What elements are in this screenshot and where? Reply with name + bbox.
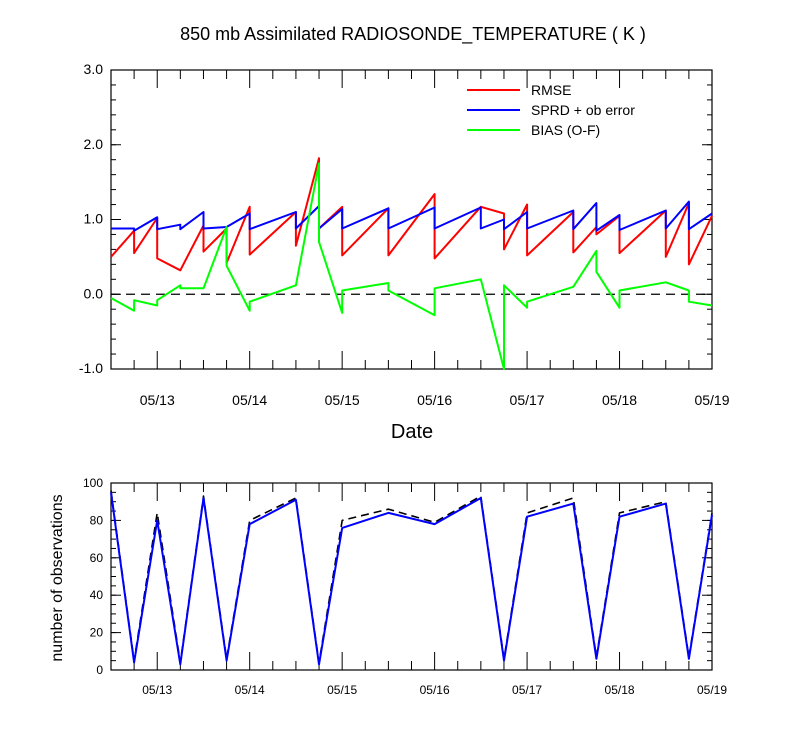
y-tick-label: 0.0 [84,285,104,301]
x-tick-label: 05/13 [140,392,175,408]
x-tick-label: 05/18 [602,392,637,408]
series-line-1 [111,200,713,232]
series-line-1 [110,492,713,666]
x-tick-label: 05/16 [420,683,450,697]
x-tick-label: 05/15 [327,683,357,697]
y-tick-label: 100 [83,476,103,490]
x-tick-label: 05/19 [694,392,729,408]
series-line-0 [110,157,713,272]
x-tick-label: 05/14 [232,392,267,408]
bottom-chart: 0 20 40 60 80 100 05/13 05/14 05/15 05/16 05/17 05/… [49,476,727,697]
y-tick-label: 0 [96,663,103,677]
y-tick-label: 20 [90,626,104,640]
x-tick-label: 05/17 [510,392,545,408]
legend-label-1: SPRD + ob error [531,102,635,118]
x-tick-label: 05/13 [142,683,172,697]
y-tick-label: -1.0 [79,360,103,376]
x-tick-label: 05/14 [235,683,265,697]
y-tick-label: 60 [90,551,104,565]
y-tick-label: 80 [90,513,104,527]
chart-title: 850 mb Assimilated RADIOSONDE_TEMPERATUR… [180,24,646,45]
legend-label-0: RMSE [531,82,571,98]
y-tick-label: 3.0 [84,61,104,77]
top-chart: -1.0 0.0 1.0 2.0 3.0 05/13 05/14 05/15 05/16 05/1… [79,61,730,443]
x-tick-label: 05/16 [417,392,452,408]
y-tick-label: 40 [90,588,104,602]
legend-label-2: BIAS (O-F) [531,122,600,138]
x-axis-label: Date [391,421,433,443]
y-tick-label: 2.0 [84,136,104,152]
series-line-2 [110,162,713,370]
legend: RMSE SPRD + ob error BIAS (O-F) [467,82,635,138]
y-axis-label: number of observations [49,494,66,661]
y-tick-label: 1.0 [84,211,104,227]
x-tick-label: 05/15 [325,392,360,408]
x-tick-label: 05/19 [697,683,727,697]
x-tick-label: 05/18 [605,683,635,697]
x-tick-label: 05/17 [512,683,542,697]
